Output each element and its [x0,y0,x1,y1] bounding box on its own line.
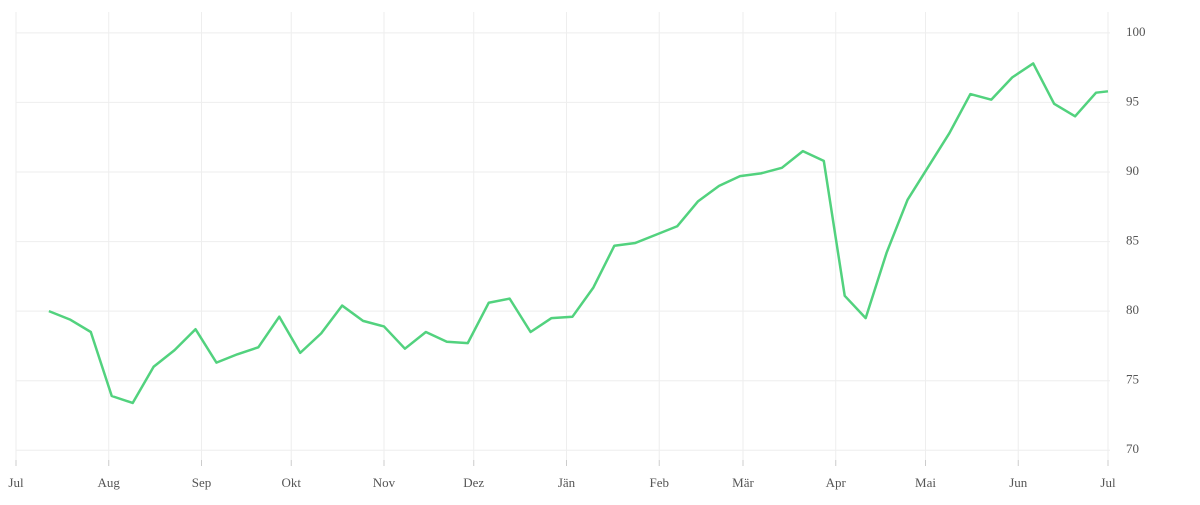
x-tick-label: Aug [98,475,121,490]
y-tick-label: 80 [1126,302,1139,317]
x-tick-label: Okt [281,475,301,490]
y-tick-label: 70 [1126,441,1139,456]
x-tick-label: Mai [915,475,936,490]
x-tick-label: Mär [732,475,754,490]
y-tick-label: 100 [1126,24,1146,39]
y-tick-label: 85 [1126,233,1139,248]
y-tick-label: 95 [1126,93,1139,108]
x-tick-label: Jul [8,475,24,490]
x-tick-label: Apr [826,475,847,490]
y-tick-label: 75 [1126,372,1139,387]
line [48,62,1109,405]
x-tick-label: Sep [192,475,212,490]
x-tick-label: Dez [463,475,484,490]
x-tick-label: Jän [558,475,576,490]
x-tick-label: Jul [1100,475,1116,490]
x-tick-label: Nov [373,475,396,490]
y-tick-label: 90 [1126,163,1139,178]
x-tick-label: Feb [649,475,669,490]
x-tick-label: Jun [1009,475,1028,490]
